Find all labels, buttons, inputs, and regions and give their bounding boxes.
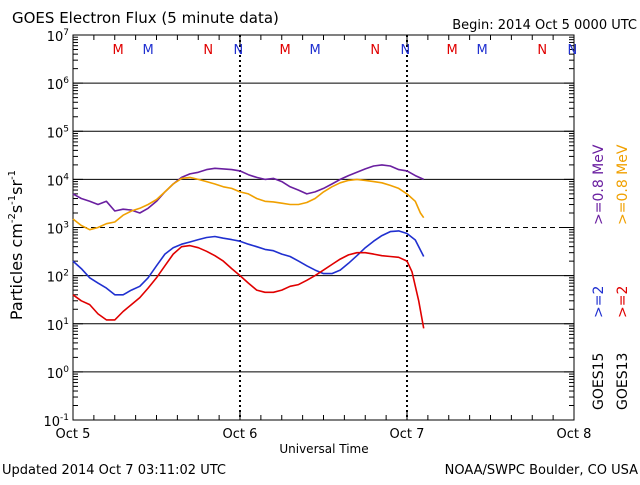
y-tick-base: 10 — [47, 319, 64, 334]
y-tick-label: 106 — [47, 76, 70, 93]
y-tick-base: 10 — [47, 367, 64, 382]
legend-goes13-08mev: >=0.8 MeV — [615, 144, 631, 225]
event-marker-n: N — [537, 43, 547, 58]
y-tick-label: 104 — [47, 172, 70, 189]
y-axis-label-mid1: s — [7, 205, 26, 213]
y-tick-base: 10 — [43, 415, 60, 430]
event-marker-m: M — [446, 43, 457, 58]
y-axis-label: Particles cm-2s-1sr-1 — [7, 170, 26, 320]
y-tick-exponent: 1 — [63, 317, 69, 327]
y-tick-label: 102 — [47, 269, 69, 286]
y-tick-exponent: 6 — [63, 76, 69, 86]
y-tick-label: 105 — [47, 124, 69, 141]
y-axis-label-main: Particles cm — [7, 223, 26, 320]
y-tick-exponent: 2 — [63, 269, 69, 279]
y-tick-base: 10 — [47, 271, 64, 286]
y-tick-base: 10 — [47, 78, 64, 93]
y-tick-base: 10 — [47, 223, 64, 238]
x-tick-label: Oct 6 — [223, 427, 258, 442]
x-tick-label: Oct 8 — [557, 427, 592, 442]
y-tick-exponent: -1 — [60, 413, 69, 423]
event-marker-n: N — [567, 43, 577, 58]
y-tick-base: 10 — [47, 174, 64, 189]
event-marker-m: M — [112, 43, 123, 58]
event-marker-n: N — [370, 43, 380, 58]
y-tick-label: 107 — [47, 28, 69, 45]
x-tick-label: Oct 7 — [390, 427, 425, 442]
x-axis: Oct 5 Oct 6 Oct 7 Oct 8 — [56, 35, 592, 442]
y-tick-label: 103 — [47, 221, 69, 238]
legend-goes13-2mev: >=2 — [615, 286, 631, 318]
series-line-2 — [72, 230, 425, 296]
y-tick-label: 100 — [47, 365, 70, 382]
event-marker-n: N — [203, 43, 213, 58]
event-marker-m: M — [477, 43, 488, 58]
chart-begin-label: Begin: 2014 Oct 5 0000 UTC — [452, 18, 637, 33]
y-tick-exponent: 0 — [63, 365, 69, 375]
legend-goes15-08mev: >=0.8 MeV — [591, 144, 607, 225]
event-marker-m: M — [279, 43, 290, 58]
event-marker-m: M — [143, 43, 154, 58]
y-tick-exponent: 4 — [63, 172, 69, 182]
y-tick-label: 10-1 — [43, 413, 69, 430]
series-line-0 — [72, 164, 425, 214]
x-tick-label: Oct 5 — [56, 427, 91, 442]
legend-goes15: GOES15 — [591, 353, 607, 410]
x-axis-label: Universal Time — [279, 442, 368, 456]
chart-title: GOES Electron Flux (5 minute data) — [12, 9, 279, 27]
y-tick-exponent: 5 — [63, 124, 69, 134]
y-axis-label-sup2: -1 — [7, 195, 18, 205]
legend-goes13: GOES13 — [615, 353, 631, 410]
plot-area — [72, 34, 575, 421]
event-marker-m: M — [310, 43, 321, 58]
event-marker-n: N — [400, 43, 410, 58]
y-axis-label-mid2: sr — [7, 180, 26, 195]
y-tick-exponent: 7 — [63, 28, 69, 38]
event-marker-n: N — [233, 43, 243, 58]
series-line-1 — [72, 176, 425, 231]
footer-updated: Updated 2014 Oct 7 03:11:02 UTC — [2, 463, 226, 478]
y-tick-base: 10 — [47, 126, 64, 141]
series-layer — [72, 164, 425, 329]
series-line-3 — [72, 244, 425, 329]
y-axis-label-sup3: -1 — [7, 170, 18, 180]
footer-credit: NOAA/SWPC Boulder, CO USA — [445, 463, 638, 478]
y-tick-base: 10 — [47, 30, 64, 45]
y-axis-label-sup1: -2 — [7, 213, 18, 223]
y-tick-exponent: 3 — [63, 221, 69, 231]
legend-goes15-2mev: >=2 — [591, 286, 607, 318]
y-tick-label: 101 — [47, 317, 69, 334]
